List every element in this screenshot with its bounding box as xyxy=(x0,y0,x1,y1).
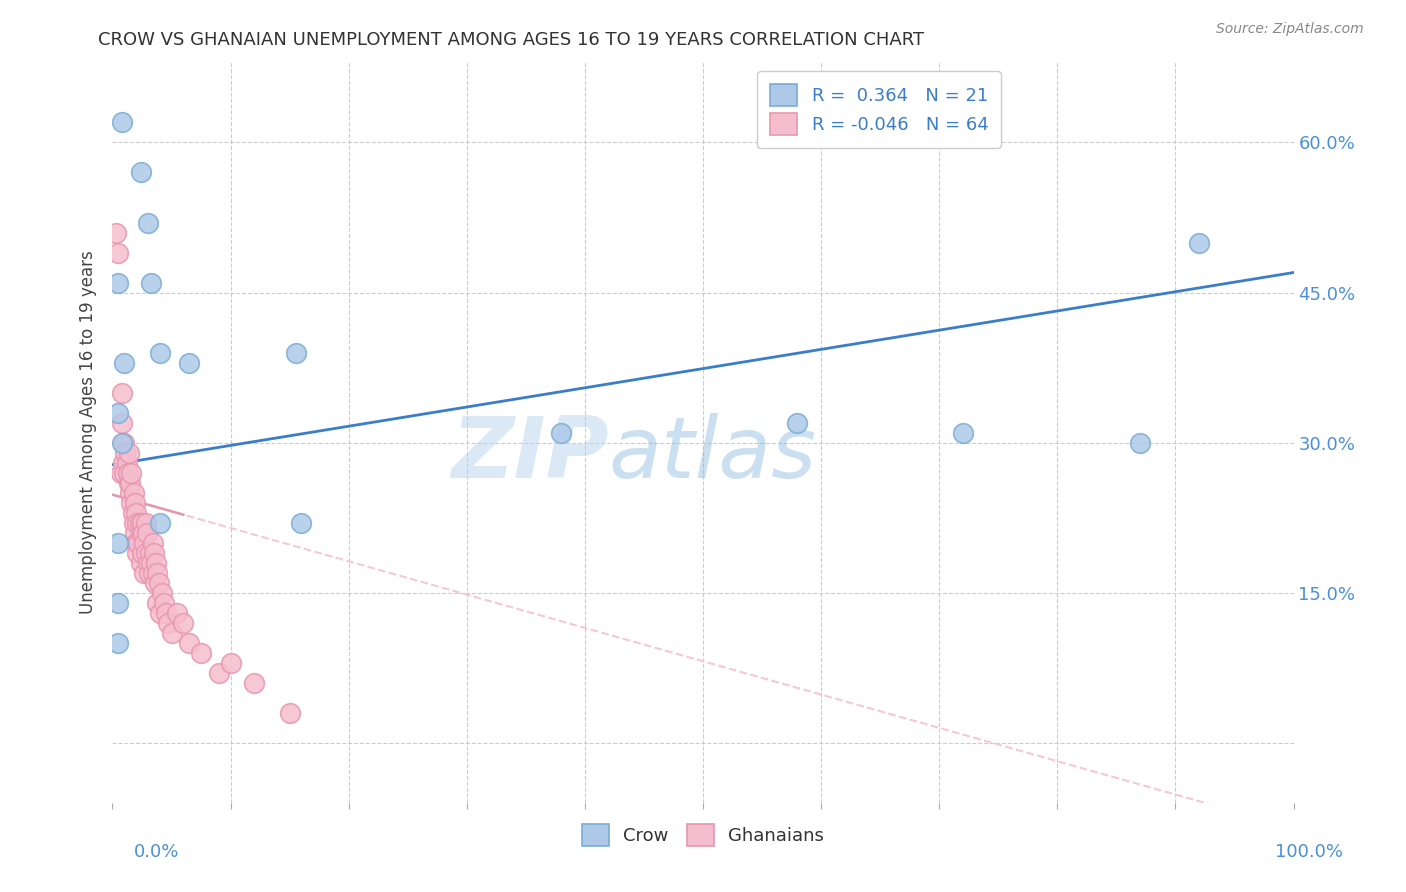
Point xyxy=(107,535,129,549)
Point xyxy=(107,596,129,610)
Point xyxy=(219,656,242,670)
Point xyxy=(243,675,266,690)
Text: 0.0%: 0.0% xyxy=(134,843,179,861)
Point xyxy=(1129,435,1152,450)
Point xyxy=(114,445,136,459)
Point xyxy=(118,475,141,490)
Point xyxy=(112,435,135,450)
Point xyxy=(112,355,135,369)
Text: ZIP: ZIP xyxy=(451,413,609,496)
Point xyxy=(153,596,176,610)
Point xyxy=(208,665,231,680)
Point xyxy=(111,435,134,450)
Point xyxy=(112,456,135,470)
Point xyxy=(110,466,132,480)
Point xyxy=(129,556,152,570)
Point xyxy=(1188,235,1211,250)
Point xyxy=(179,636,201,650)
Point xyxy=(138,566,160,580)
Point xyxy=(290,516,312,530)
Text: CROW VS GHANAIAN UNEMPLOYMENT AMONG AGES 16 TO 19 YEARS CORRELATION CHART: CROW VS GHANAIAN UNEMPLOYMENT AMONG AGES… xyxy=(98,31,925,49)
Point xyxy=(132,525,155,540)
Point xyxy=(141,556,163,570)
Point xyxy=(135,516,157,530)
Point xyxy=(122,516,145,530)
Point xyxy=(107,245,129,260)
Point xyxy=(112,466,135,480)
Point xyxy=(155,606,177,620)
Point xyxy=(125,506,148,520)
Point xyxy=(149,345,172,359)
Point xyxy=(190,646,212,660)
Point xyxy=(148,575,170,590)
Point xyxy=(127,546,149,560)
Text: 100.0%: 100.0% xyxy=(1275,843,1343,861)
Point xyxy=(135,525,157,540)
Point xyxy=(117,466,139,480)
Point xyxy=(125,535,148,549)
Point xyxy=(172,615,194,630)
Point xyxy=(131,516,153,530)
Point xyxy=(150,585,173,599)
Point xyxy=(107,406,129,420)
Point xyxy=(115,456,138,470)
Point xyxy=(120,485,142,500)
Point xyxy=(136,215,159,229)
Point xyxy=(134,566,156,580)
Point xyxy=(179,355,201,369)
Point xyxy=(160,625,183,640)
Point xyxy=(111,416,134,430)
Point xyxy=(129,525,152,540)
Point xyxy=(111,115,134,129)
Point xyxy=(166,606,188,620)
Point xyxy=(120,466,142,480)
Point xyxy=(105,226,128,240)
Point xyxy=(122,485,145,500)
Point xyxy=(127,516,149,530)
Point xyxy=(142,566,165,580)
Point xyxy=(120,475,142,490)
Point xyxy=(124,525,146,540)
Point xyxy=(284,345,307,359)
Point xyxy=(952,425,974,440)
Point xyxy=(278,706,301,720)
Point xyxy=(141,276,163,290)
Point xyxy=(107,276,129,290)
Text: Source: ZipAtlas.com: Source: ZipAtlas.com xyxy=(1216,22,1364,37)
Point xyxy=(118,445,141,459)
Point xyxy=(107,636,129,650)
Point xyxy=(128,516,150,530)
Point xyxy=(149,516,172,530)
Point xyxy=(142,535,165,549)
Point xyxy=(143,575,166,590)
Point xyxy=(149,606,172,620)
Legend: Crow, Ghanaians: Crow, Ghanaians xyxy=(575,816,831,853)
Point xyxy=(111,385,134,400)
Point xyxy=(124,496,146,510)
Point xyxy=(121,506,143,520)
Point xyxy=(131,546,153,560)
Text: atlas: atlas xyxy=(609,413,817,496)
Point xyxy=(127,535,149,549)
Point xyxy=(139,546,162,560)
Point xyxy=(134,535,156,549)
Point xyxy=(786,416,808,430)
Point xyxy=(129,165,152,179)
Point xyxy=(135,546,157,560)
Point xyxy=(146,596,169,610)
Y-axis label: Unemployment Among Ages 16 to 19 years: Unemployment Among Ages 16 to 19 years xyxy=(79,251,97,615)
Point xyxy=(136,556,159,570)
Point xyxy=(550,425,572,440)
Point xyxy=(120,496,142,510)
Point xyxy=(142,546,165,560)
Point xyxy=(156,615,179,630)
Point xyxy=(146,566,169,580)
Point xyxy=(145,556,167,570)
